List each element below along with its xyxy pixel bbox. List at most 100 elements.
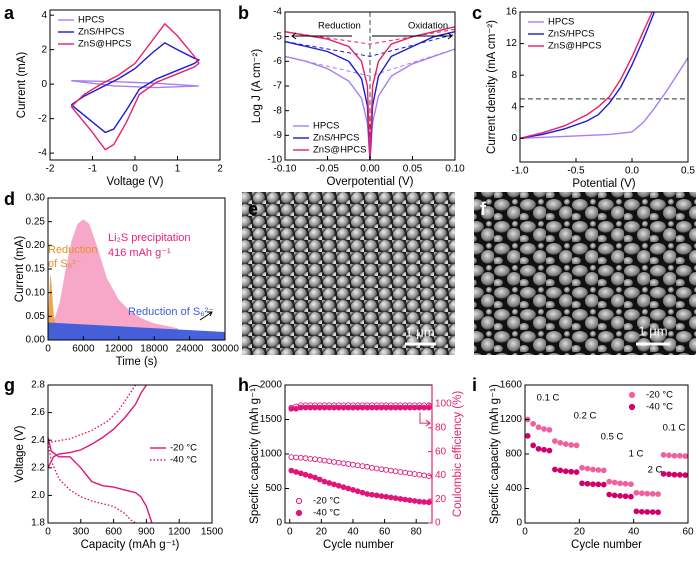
line-series: [519, 11, 656, 139]
y2-tick-label: 0: [435, 518, 441, 529]
scatter-point: [288, 405, 295, 412]
y-tick-label: -4: [273, 7, 282, 18]
scatter-point: [321, 404, 328, 411]
scatter-point: [600, 481, 607, 488]
x-tick-label: -0.10: [274, 164, 297, 175]
scatter-point: [622, 480, 629, 487]
scatter-point: [340, 460, 347, 467]
annotation: Li₂S precipitation: [108, 232, 191, 244]
scatter-point: [407, 404, 413, 411]
x-axis-label: Cycle number: [323, 539, 394, 551]
scatter-point: [573, 469, 580, 475]
x-tick-label: -1.0: [511, 166, 529, 177]
scatter-point: [359, 404, 366, 411]
arrow: [372, 32, 453, 40]
y-tick-label: 8: [511, 70, 517, 81]
scatter-point: [293, 469, 299, 475]
scatter-point: [350, 487, 356, 493]
scatter-point: [421, 472, 427, 479]
y-tick-label: 12: [506, 38, 518, 49]
scatter-point: [373, 465, 380, 472]
y-tick-label: 0.30: [26, 193, 46, 204]
scatter-point: [622, 493, 629, 500]
arrow: [199, 311, 213, 321]
annotation: of S₈²⁻: [48, 258, 82, 270]
scatter-point: [638, 490, 645, 497]
scatter-point: [340, 404, 347, 411]
scatter-point: [595, 481, 602, 488]
y-tick-label: 16: [506, 7, 518, 18]
scatter-point: [345, 404, 352, 411]
legend-marker: [628, 403, 636, 411]
x-tick-label: 30000: [211, 344, 239, 355]
y-tick-label: 2.0: [31, 490, 45, 501]
x-tick-label: 80: [411, 527, 423, 538]
scatter-point: [388, 404, 394, 411]
scatter-point: [388, 467, 394, 474]
y-tick-label: 4: [511, 101, 517, 112]
annotation: Oxidation: [408, 21, 448, 32]
scatter-point: [682, 453, 689, 460]
scatter-point: [297, 470, 304, 477]
y-tick-label: 0.05: [26, 311, 46, 322]
y-tick-label: 1.8: [31, 518, 45, 529]
y-axis-label: Specific capacity (mAh g⁻¹): [489, 384, 501, 524]
scatter-point: [392, 495, 399, 502]
y-tick-label: -2: [38, 113, 47, 124]
x-tick-label: 40: [628, 527, 640, 538]
scatter-point: [326, 480, 333, 486]
legend-label: ZnS/HPCS: [548, 29, 594, 40]
y-tick-label: 400: [505, 483, 522, 494]
y-tick-label: -9: [273, 130, 282, 141]
scatter-point: [617, 492, 623, 499]
line-series: [70, 22, 200, 151]
scatter-point: [326, 404, 333, 411]
scatter-point: [345, 461, 352, 467]
scatter-point: [557, 439, 564, 446]
x-tick-label: -0.05: [316, 164, 339, 175]
scatter-point: [392, 468, 399, 475]
scatter-point: [579, 464, 585, 471]
scatter-point: [312, 404, 318, 411]
scatter-point: [682, 472, 689, 478]
scatter-point: [552, 438, 558, 444]
y-tick-label: 2.4: [31, 435, 45, 446]
panel: i 0 20 40 60 0 400 800 1200 1600 Cycle number Speci…: [472, 375, 694, 551]
scatter-point: [359, 489, 366, 496]
annotation: 0.1 C: [663, 423, 686, 434]
scatter-point: [562, 468, 569, 475]
x-tick-label: 0.10: [445, 164, 465, 175]
x-tick-label: 0.05: [403, 164, 423, 175]
scatter-point: [392, 404, 399, 411]
x-axis-label: Time (s): [116, 356, 158, 368]
scatter-point: [535, 424, 542, 431]
panel-label: f: [480, 199, 487, 219]
legend-marker: [295, 497, 303, 505]
scale-bar-label: 1 μm: [405, 324, 434, 339]
scatter-point: [383, 404, 390, 411]
scatter-point: [402, 469, 408, 476]
scatter-point: [590, 481, 596, 488]
y-tick-label: -8: [273, 105, 282, 116]
scatter-point: [378, 493, 385, 499]
scatter-point: [649, 490, 656, 497]
scatter-point: [628, 481, 634, 488]
scatter-point: [676, 472, 683, 478]
x-tick-label: 1500: [201, 527, 224, 538]
scatter-point: [369, 404, 375, 411]
x-tick-label: 60: [379, 527, 391, 538]
scatter-point: [302, 471, 309, 478]
y-tick-label: -6: [273, 56, 282, 67]
scatter-point: [335, 459, 342, 466]
arrow: [291, 32, 352, 40]
plot-frame: [519, 11, 689, 163]
y-axis-label: Current density (mA cm⁻²): [486, 20, 498, 154]
scatter-point: [628, 493, 634, 500]
y-tick-label: -7: [273, 81, 282, 92]
scatter-point: [411, 471, 418, 477]
annotation: Reduction: [318, 21, 361, 32]
scatter-point: [611, 479, 618, 486]
scatter-point: [666, 452, 672, 459]
legend-label: HPCS: [78, 15, 104, 26]
